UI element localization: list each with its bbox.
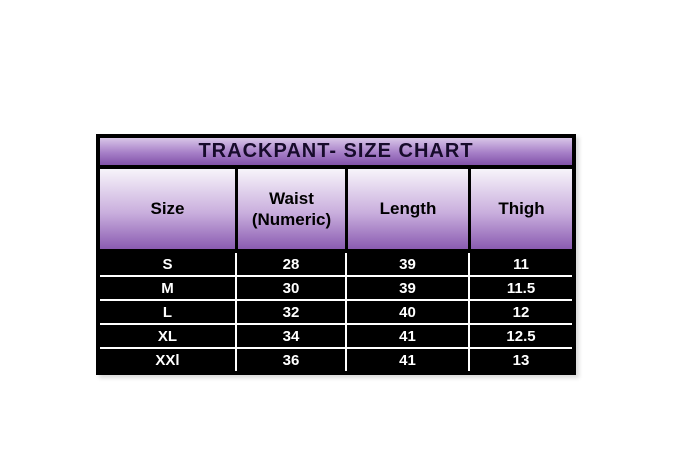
cell-length: 40: [345, 301, 468, 323]
table-row: L 32 40 12: [100, 299, 572, 323]
table-row: XL 34 41 12.5: [100, 323, 572, 347]
cell-thigh: 11.5: [468, 277, 572, 299]
cell-thigh: 11: [468, 253, 572, 275]
column-header-waist: Waist (Numeric): [235, 169, 345, 249]
cell-size: S: [162, 255, 173, 273]
cell-size: L: [162, 303, 173, 321]
cell-waist: 28: [235, 253, 345, 275]
cell-thigh: 12: [468, 301, 572, 323]
table-row: M 30 39 11.5: [100, 275, 572, 299]
cell-waist: 36: [235, 349, 345, 371]
table-row: S 28 39 11: [100, 253, 572, 275]
cell-thigh: 12.5: [468, 325, 572, 347]
cell-size: XL: [157, 327, 178, 345]
cell-thigh: 13: [468, 349, 572, 371]
size-chart-table: TRACKPANT- SIZE CHART Size Waist (Numeri…: [96, 134, 576, 375]
cell-length: 39: [345, 253, 468, 275]
cell-size: M: [161, 279, 174, 297]
table-row: XXl 36 41 13: [100, 347, 572, 371]
cell-waist: 34: [235, 325, 345, 347]
cell-length: 41: [345, 325, 468, 347]
table-header-row: Size Waist (Numeric) Length Thigh: [100, 169, 572, 253]
cell-length: 41: [345, 349, 468, 371]
cell-waist: 30: [235, 277, 345, 299]
cell-length: 39: [345, 277, 468, 299]
chart-title-band: TRACKPANT- SIZE CHART: [100, 138, 572, 169]
table-body: S 28 39 11 M 30 39 11.5 L 32 40 12 XL 34…: [100, 253, 572, 371]
column-header-size: Size: [150, 199, 185, 219]
cell-size: XXl: [155, 351, 180, 369]
column-header-thigh: Thigh: [468, 169, 572, 249]
cell-waist: 32: [235, 301, 345, 323]
column-header-length: Length: [345, 169, 468, 249]
chart-title: TRACKPANT- SIZE CHART: [198, 140, 474, 162]
